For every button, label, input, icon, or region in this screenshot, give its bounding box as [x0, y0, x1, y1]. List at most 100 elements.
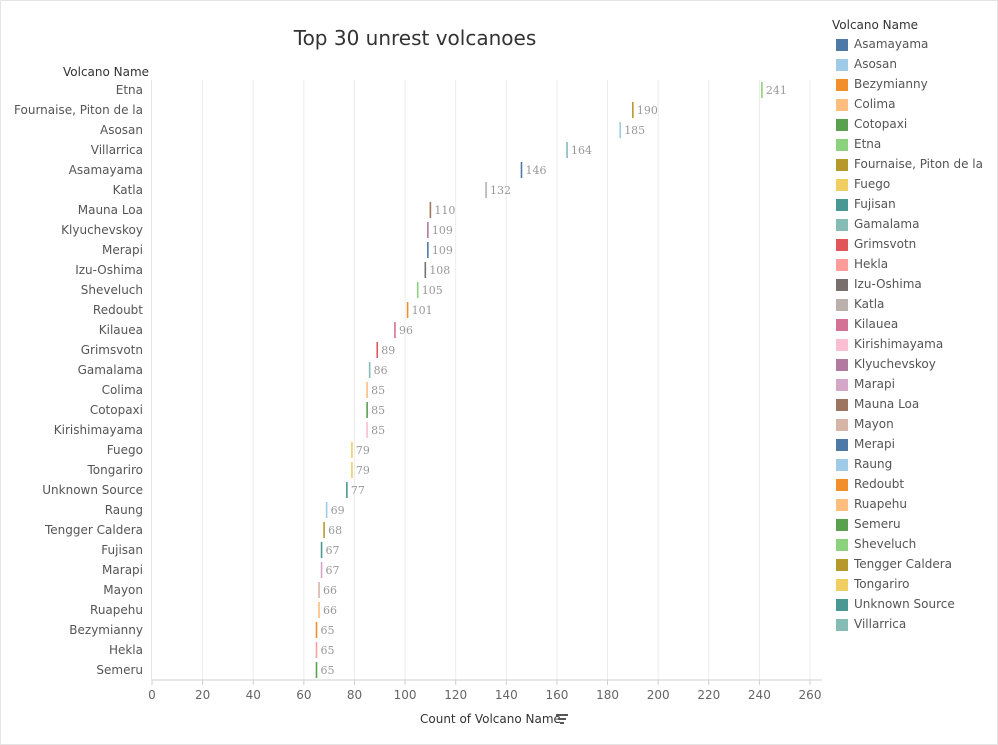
- data-label: 67: [326, 564, 340, 577]
- legend-item[interactable]: Semeru: [836, 516, 996, 536]
- legend-label: Fuego: [854, 177, 891, 191]
- legend-label: Izu-Oshima: [854, 277, 922, 291]
- legend-item[interactable]: Raung: [836, 456, 996, 476]
- legend-swatch: [836, 179, 848, 191]
- legend-swatch: [836, 459, 848, 471]
- legend-item[interactable]: Bezymianny: [836, 76, 996, 96]
- legend-swatch: [836, 199, 848, 211]
- legend-swatch: [836, 39, 848, 51]
- legend-label: Fujisan: [854, 197, 896, 211]
- category-label: Mauna Loa: [78, 203, 143, 217]
- category-label: Fujisan: [101, 543, 143, 557]
- data-label: 108: [429, 264, 450, 277]
- data-label: 85: [371, 424, 385, 437]
- data-label: 66: [323, 604, 337, 617]
- legend-label: Fournaise, Piton de la: [854, 157, 983, 171]
- legend-swatch: [836, 59, 848, 71]
- legend-item[interactable]: Mauna Loa: [836, 396, 996, 416]
- legend-item[interactable]: Merapi: [836, 436, 996, 456]
- x-tick-label: 80: [347, 688, 362, 702]
- legend-label: Marapi: [854, 377, 895, 391]
- legend-item[interactable]: Asosan: [836, 56, 996, 76]
- legend-item[interactable]: Villarrica: [836, 616, 996, 636]
- x-tick-label: 100: [394, 688, 417, 702]
- legend-label: Unknown Source: [854, 597, 955, 611]
- chart-title: Top 30 unrest volcanoes: [293, 26, 537, 50]
- legend-label: Semeru: [854, 517, 901, 531]
- legend-item[interactable]: Ruapehu: [836, 496, 996, 516]
- data-label: 79: [356, 444, 370, 457]
- legend-label: Kirishimayama: [854, 337, 944, 351]
- x-tick-label: 200: [647, 688, 670, 702]
- legend-item[interactable]: Kilauea: [836, 316, 996, 336]
- data-label: 164: [571, 144, 592, 157]
- legend-item[interactable]: Sheveluch: [836, 536, 996, 556]
- legend-item[interactable]: Asamayama: [836, 36, 996, 56]
- category-label: Tengger Caldera: [44, 523, 143, 537]
- legend-item[interactable]: Klyuchevskoy: [836, 356, 996, 376]
- legend-label: Tengger Caldera: [854, 557, 952, 571]
- category-label: Cotopaxi: [90, 403, 143, 417]
- legend-item[interactable]: Gamalama: [836, 216, 996, 236]
- x-tick-label: 20: [195, 688, 210, 702]
- legend-label: Etna: [854, 137, 882, 151]
- x-tick-label: 220: [697, 688, 720, 702]
- legend-item[interactable]: Tengger Caldera: [836, 556, 996, 576]
- legend-item[interactable]: Kirishimayama: [836, 336, 996, 356]
- legend-label: Kilauea: [854, 317, 899, 331]
- legend-swatch: [836, 79, 848, 91]
- category-label: Colima: [102, 383, 143, 397]
- legend-label: Merapi: [854, 437, 895, 451]
- category-label: Ruapehu: [90, 603, 143, 617]
- legend-label: Gamalama: [854, 217, 920, 231]
- x-tick-label: 180: [596, 688, 619, 702]
- category-label: Merapi: [102, 243, 143, 257]
- legend-item[interactable]: Katla: [836, 296, 996, 316]
- legend-swatch: [836, 239, 848, 251]
- legend-item[interactable]: Marapi: [836, 376, 996, 396]
- legend-label: Mauna Loa: [854, 397, 920, 411]
- legend-swatch: [836, 559, 848, 571]
- legend-item[interactable]: Fournaise, Piton de la: [836, 156, 996, 176]
- legend-item[interactable]: Etna: [836, 136, 996, 156]
- category-label: Marapi: [102, 563, 143, 577]
- data-label: 68: [328, 524, 342, 537]
- legend-item[interactable]: Mayon: [836, 416, 996, 436]
- x-tick-label: 40: [246, 688, 261, 702]
- x-tick-label: 260: [799, 688, 822, 702]
- category-label: Asosan: [100, 123, 143, 137]
- legend-item[interactable]: Grimsvotn: [836, 236, 996, 256]
- legend-item[interactable]: Colima: [836, 96, 996, 116]
- legend-label: Asamayama: [854, 37, 929, 51]
- legend-swatch: [836, 419, 848, 431]
- legend-label: Bezymianny: [854, 77, 928, 91]
- legend-item[interactable]: Fuego: [836, 176, 996, 196]
- legend-label: Sheveluch: [854, 537, 917, 551]
- legend-item[interactable]: Izu-Oshima: [836, 276, 996, 296]
- x-axis-title[interactable]: Count of Volcano Name: [420, 712, 561, 726]
- x-tick-label: 160: [545, 688, 568, 702]
- legend-label: Cotopaxi: [854, 117, 908, 131]
- legend-swatch: [836, 159, 848, 171]
- legend-label: Mayon: [854, 417, 894, 431]
- legend-item[interactable]: Tongariro: [836, 576, 996, 596]
- category-label: Grimsvotn: [81, 343, 143, 357]
- legend-swatch: [836, 599, 848, 611]
- category-label: Bezymianny: [69, 623, 143, 637]
- legend-item[interactable]: Hekla: [836, 256, 996, 276]
- legend-item[interactable]: Fujisan: [836, 196, 996, 216]
- category-label: Tongariro: [87, 463, 144, 477]
- category-label: Etna: [116, 83, 143, 97]
- legend-swatch: [836, 139, 848, 151]
- category-label: Gamalama: [78, 363, 143, 377]
- x-tick-label: 60: [296, 688, 311, 702]
- legend-swatch: [836, 479, 848, 491]
- sort-icon[interactable]: [556, 714, 568, 724]
- legend-item[interactable]: Cotopaxi: [836, 116, 996, 136]
- category-label: Semeru: [96, 663, 143, 677]
- legend-item[interactable]: Redoubt: [836, 476, 996, 496]
- legend-item[interactable]: Unknown Source: [836, 596, 996, 616]
- data-label: 96: [399, 324, 413, 337]
- data-label: 65: [321, 644, 335, 657]
- x-tick-label: 140: [495, 688, 518, 702]
